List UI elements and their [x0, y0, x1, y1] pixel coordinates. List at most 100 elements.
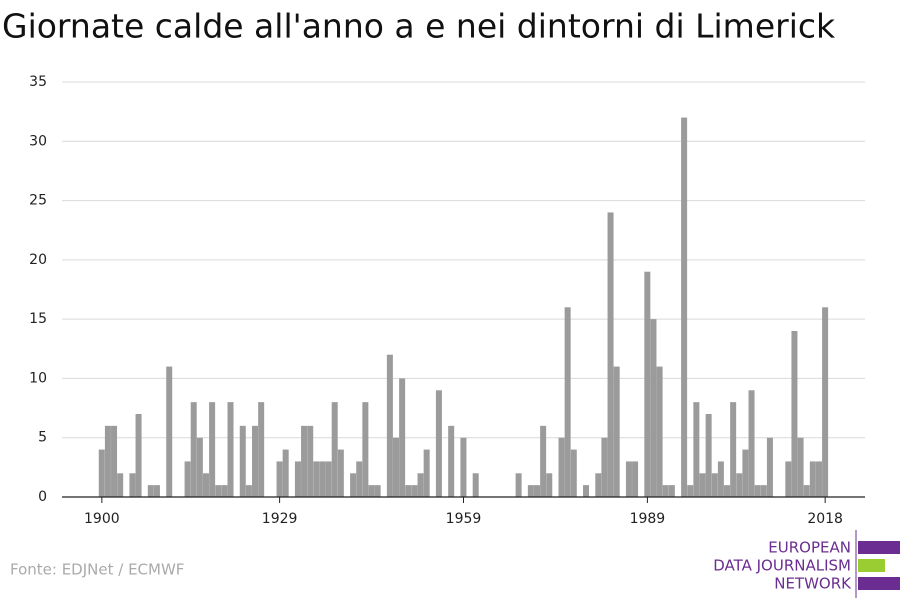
bar	[558, 437, 565, 497]
bar	[209, 402, 216, 497]
bar	[374, 485, 381, 497]
x-tick-label: 1929	[262, 511, 298, 527]
bar	[546, 473, 553, 497]
bar	[393, 437, 400, 497]
bar	[239, 425, 246, 497]
bar	[601, 437, 608, 497]
bar	[111, 425, 118, 497]
logo-bar	[858, 541, 900, 554]
bar	[184, 461, 191, 497]
y-tick-label: 30	[29, 133, 47, 149]
bar	[435, 390, 442, 497]
bar	[595, 473, 602, 497]
bar	[460, 437, 467, 497]
bar	[117, 473, 124, 497]
bar	[405, 485, 412, 497]
bar	[368, 485, 375, 497]
bar	[448, 425, 455, 497]
bar	[687, 485, 694, 497]
bar	[540, 425, 547, 497]
y-tick-label: 20	[29, 252, 47, 268]
bar	[276, 461, 283, 497]
bar	[337, 449, 344, 497]
bar	[730, 402, 737, 497]
logo-bar	[858, 559, 885, 572]
y-tick-label: 25	[29, 193, 47, 209]
bar	[607, 212, 614, 497]
bar	[754, 485, 761, 497]
bar	[644, 271, 651, 497]
bar	[417, 473, 424, 497]
x-tick-label: 1989	[630, 511, 666, 527]
bar	[147, 485, 154, 497]
bar	[668, 485, 675, 497]
bar	[625, 461, 632, 497]
bar	[104, 425, 111, 497]
logo-text: EUROPEAN	[768, 539, 851, 557]
bar	[313, 461, 320, 497]
bar	[809, 461, 816, 497]
bar	[423, 449, 430, 497]
bar	[613, 366, 620, 497]
x-tick-label: 1959	[446, 511, 482, 527]
bar	[282, 449, 289, 497]
bar	[632, 461, 639, 497]
y-tick-label: 0	[38, 489, 47, 505]
bar	[822, 307, 829, 497]
bar	[166, 366, 173, 497]
bar	[221, 485, 228, 497]
bar	[705, 414, 712, 497]
bar	[362, 402, 369, 497]
bar	[742, 449, 749, 497]
bar	[693, 402, 700, 497]
bar	[98, 449, 105, 497]
bar	[307, 425, 314, 497]
bar	[564, 307, 571, 497]
y-tick-label: 15	[29, 311, 47, 327]
bar	[662, 485, 669, 497]
bar	[190, 402, 197, 497]
bar	[717, 461, 724, 497]
bar	[527, 485, 534, 497]
bar	[294, 461, 301, 497]
bar	[196, 437, 203, 497]
bar	[785, 461, 792, 497]
bar	[656, 366, 663, 497]
bar	[515, 473, 522, 497]
bar	[711, 473, 718, 497]
y-tick-label: 10	[29, 370, 47, 386]
bar	[245, 485, 252, 497]
bar	[797, 437, 804, 497]
bar	[724, 485, 731, 497]
bar	[760, 485, 767, 497]
logo-bar	[858, 577, 900, 590]
bar	[748, 390, 755, 497]
bar	[399, 378, 406, 497]
bar	[258, 402, 265, 497]
bar	[356, 461, 363, 497]
bar	[699, 473, 706, 497]
y-tick-label: 5	[38, 430, 47, 446]
bar	[472, 473, 479, 497]
bar	[815, 461, 822, 497]
bar	[215, 485, 222, 497]
bar	[736, 473, 743, 497]
bar	[803, 485, 810, 497]
bar	[227, 402, 234, 497]
bar	[350, 473, 357, 497]
bar	[331, 402, 338, 497]
bar	[129, 473, 136, 497]
bar	[583, 485, 590, 497]
bar	[791, 331, 798, 497]
bar	[386, 354, 393, 497]
x-tick-label: 2018	[807, 511, 843, 527]
bar	[570, 449, 577, 497]
source: Fonte: EDJNet / ECMWF	[10, 561, 184, 579]
bar	[325, 461, 332, 497]
bar	[252, 425, 259, 497]
bar	[681, 117, 688, 498]
bar	[135, 414, 142, 497]
x-tick-label: 1900	[84, 511, 120, 527]
bar	[202, 473, 209, 497]
